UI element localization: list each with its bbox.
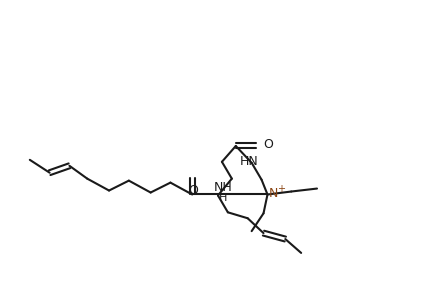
Text: O: O <box>188 184 198 196</box>
Text: HN: HN <box>240 155 258 168</box>
Text: O: O <box>264 138 273 152</box>
Text: N: N <box>268 187 278 200</box>
Text: H: H <box>219 193 227 203</box>
Text: NH: NH <box>214 181 232 194</box>
Text: +: + <box>277 184 286 194</box>
